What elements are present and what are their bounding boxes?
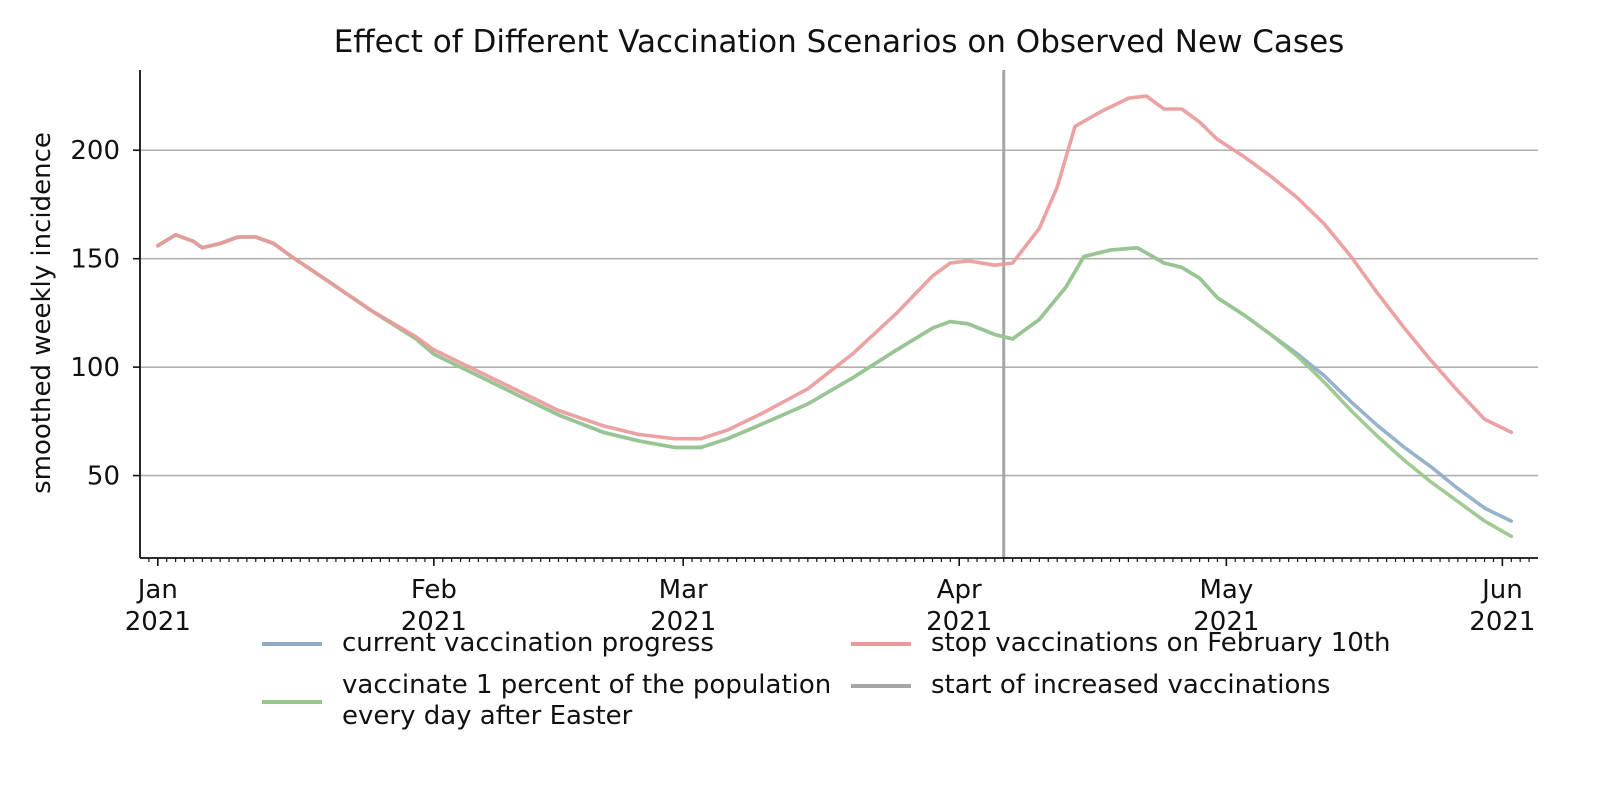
x-tick-label-month: Jun [1480,575,1523,605]
series-line-2 [156,94,1514,441]
legend-swatch-current [262,642,322,646]
legend-item-vline: start of increased vaccinations [851,670,1330,701]
x-tick-label-year: 2021 [125,607,191,637]
x-tick-label-month: May [1199,575,1253,605]
legend-swatch-easter [262,700,322,704]
legend-label-vline: start of increased vaccinations [931,670,1331,700]
gridlines [140,149,1538,477]
y-tick-label-50: 50 [87,462,120,492]
x-tick-label-month: Mar [659,575,708,605]
x-tick-label-month: Apr [937,575,982,605]
y-axis-label: smoothed weekly incidence [27,132,57,494]
legend-swatch-stop [851,642,911,646]
x-tick-label-year: 2021 [1193,607,1259,637]
legend-label-current: current vaccination progress [342,628,714,658]
y-tick-label-100: 100 [70,353,120,383]
x-tick-label-year: 2021 [1469,607,1535,637]
legend: current vaccination progress vaccinate 1… [262,628,1462,738]
y-tick-label-150: 150 [70,245,120,275]
y-tick-label-200: 200 [70,136,120,166]
legend-swatch-vline [851,684,911,688]
legend-label-easter: vaccinate 1 percent of the population ev… [342,670,832,731]
series-lines [156,94,1514,539]
legend-label-stop: stop vaccinations on February 10th [931,628,1391,658]
chart-title: Effect of Different Vaccination Scenario… [334,24,1345,60]
x-tick-label-year: 2021 [650,607,716,637]
series-line-0 [156,233,1514,523]
series-line-1 [156,233,1514,539]
legend-item-stop: stop vaccinations on February 10th [851,628,1390,659]
x-tick-label-month: Feb [411,575,457,605]
legend-item-current: current vaccination progress [262,628,714,659]
x-tick-label-year: 2021 [401,607,467,637]
x-tick-label-year: 2021 [926,607,992,637]
x-tick-label-month: Jan [136,575,178,605]
legend-item-easter: vaccinate 1 percent of the population ev… [262,670,842,732]
axes: 50100150200Jan2021Feb2021Mar2021Apr2021M… [70,70,1538,637]
